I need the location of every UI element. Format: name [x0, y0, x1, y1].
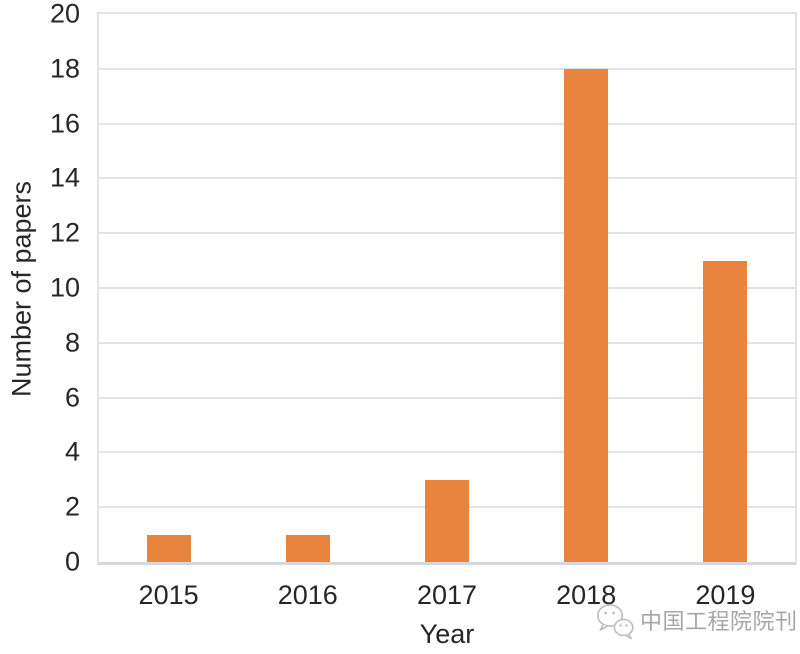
bar-2015: [146, 534, 191, 562]
y-tick-label: 20: [49, 0, 80, 29]
y-tick-label: 8: [64, 327, 80, 358]
y-tick-label: 18: [49, 53, 80, 84]
bar-2019: [703, 260, 748, 562]
y-tick-label: 6: [64, 382, 80, 413]
x-tick-label-2016: 2016: [277, 580, 338, 610]
x-tick-label-2018: 2018: [556, 580, 617, 610]
watermark: 中国工程院院刊: [595, 601, 798, 643]
bar-2018: [564, 68, 609, 562]
gridline: [99, 396, 795, 399]
y-tick-label: 16: [49, 108, 80, 139]
x-tick-label-2019: 2019: [695, 580, 756, 610]
y-tick-label: 0: [64, 546, 80, 577]
y-tick-label: 12: [49, 217, 80, 248]
bar-2017: [425, 479, 469, 562]
y-tick-label: 4: [64, 436, 80, 467]
y-tick-label: 14: [49, 162, 80, 193]
bar-2016: [285, 534, 330, 562]
gridline: [99, 287, 795, 289]
y-tick-label: 2: [64, 491, 80, 522]
gridline: [99, 177, 795, 180]
gridline: [99, 341, 795, 344]
gridline: [99, 232, 795, 235]
gridline: [99, 67, 795, 70]
gridline: [99, 122, 795, 125]
y-tick-label: 10: [49, 272, 80, 303]
wechat-icon: [597, 604, 634, 640]
plot-area: [97, 12, 797, 565]
bars-layer: [99, 14, 795, 562]
watermark-label: 中国工程院院刊: [640, 609, 798, 634]
x-axis-title: Year: [419, 619, 475, 649]
x-tick-label-2017: 2017: [416, 580, 478, 610]
x-tick-label-2015: 2015: [138, 580, 199, 610]
gridline: [99, 451, 795, 454]
